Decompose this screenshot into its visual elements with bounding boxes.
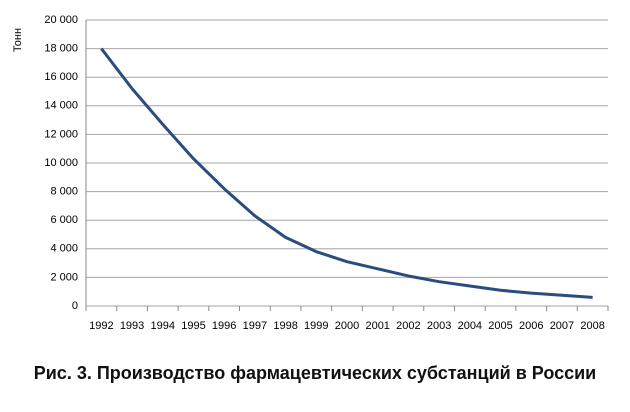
y-tick-label: 0 <box>72 300 78 312</box>
x-tick-label: 2000 <box>335 320 359 332</box>
x-tick-label: 1996 <box>212 320 236 332</box>
chart-title: Рис. 3. Производство фармацевтических су… <box>33 363 597 383</box>
y-tick-label: 8 000 <box>50 186 78 198</box>
x-tick-label: 2007 <box>550 320 574 332</box>
x-tick-label: 2005 <box>488 320 512 332</box>
x-tick-label: 2003 <box>427 320 451 332</box>
x-tick-label: 2002 <box>396 320 420 332</box>
y-axis-label: Тонн <box>12 28 24 52</box>
x-tick-label: 1998 <box>273 320 297 332</box>
x-tick-label: 1995 <box>181 320 205 332</box>
chart: Тонн 0 2 000 4 000 6 000 8 000 10 000 12 000 14… <box>12 14 609 332</box>
x-tick-label: 2008 <box>580 320 604 332</box>
y-tick-label: 16 000 <box>44 71 78 83</box>
y-tick-label: 20 000 <box>44 14 78 26</box>
x-tick-label: 1992 <box>89 320 113 332</box>
y-tick-label: 6 000 <box>50 214 78 226</box>
x-tick-label: 2001 <box>365 320 389 332</box>
y-tick-label: 12 000 <box>44 128 78 140</box>
y-tick-label: 10 000 <box>44 157 78 169</box>
y-tick-label: 14 000 <box>44 100 78 112</box>
data-line <box>100 47 593 299</box>
y-tick-label: 4 000 <box>50 243 78 255</box>
x-tick-label: 1997 <box>243 320 267 332</box>
x-tick-label: 1994 <box>151 320 175 332</box>
y-tick-label: 2 000 <box>50 271 78 283</box>
x-tick-label: 1993 <box>120 320 144 332</box>
x-tick-label: 2006 <box>519 320 543 332</box>
x-tick-label: 1999 <box>304 320 328 332</box>
x-tick-label: 2004 <box>458 320 482 332</box>
y-tick-label: 18 000 <box>44 43 78 55</box>
